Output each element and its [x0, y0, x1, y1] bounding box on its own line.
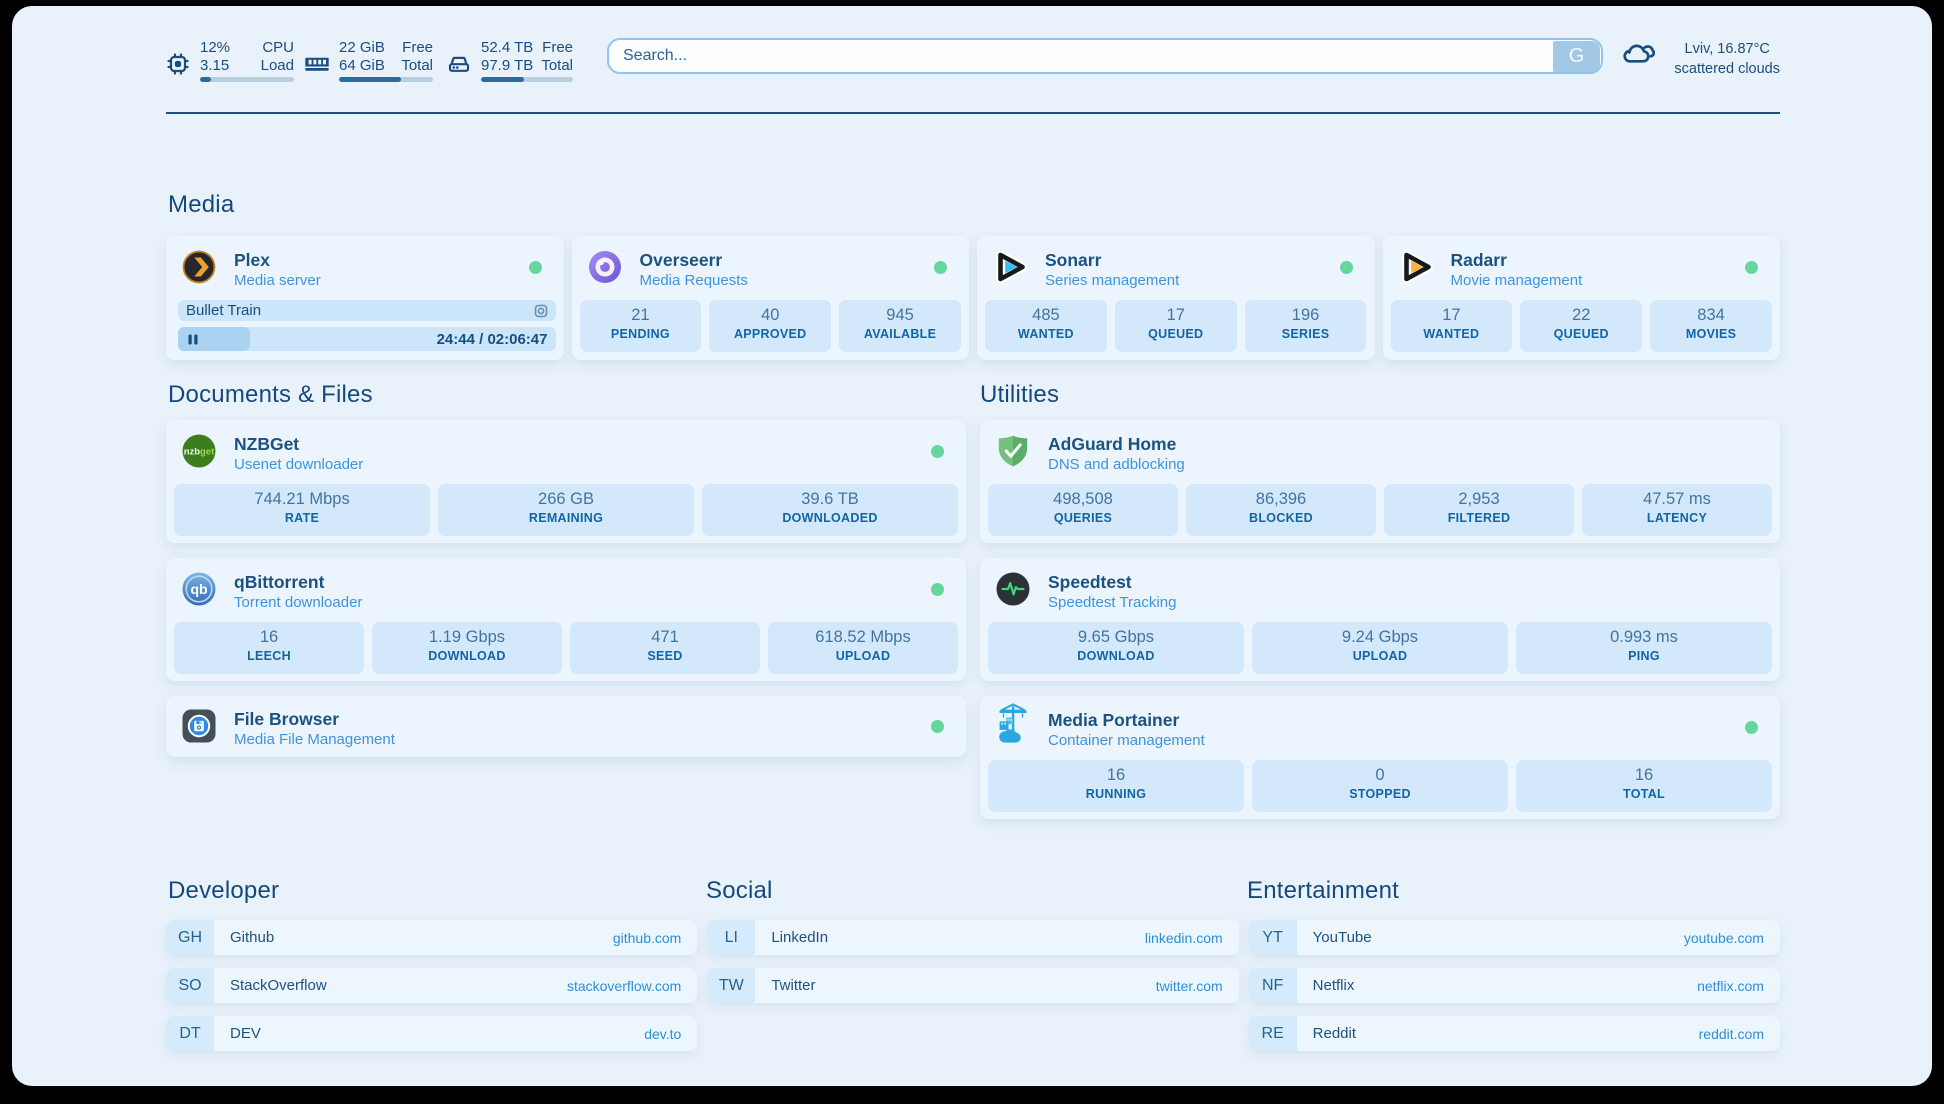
- svg-text:nzbget: nzbget: [184, 447, 215, 458]
- svg-text:qb: qb: [190, 581, 207, 597]
